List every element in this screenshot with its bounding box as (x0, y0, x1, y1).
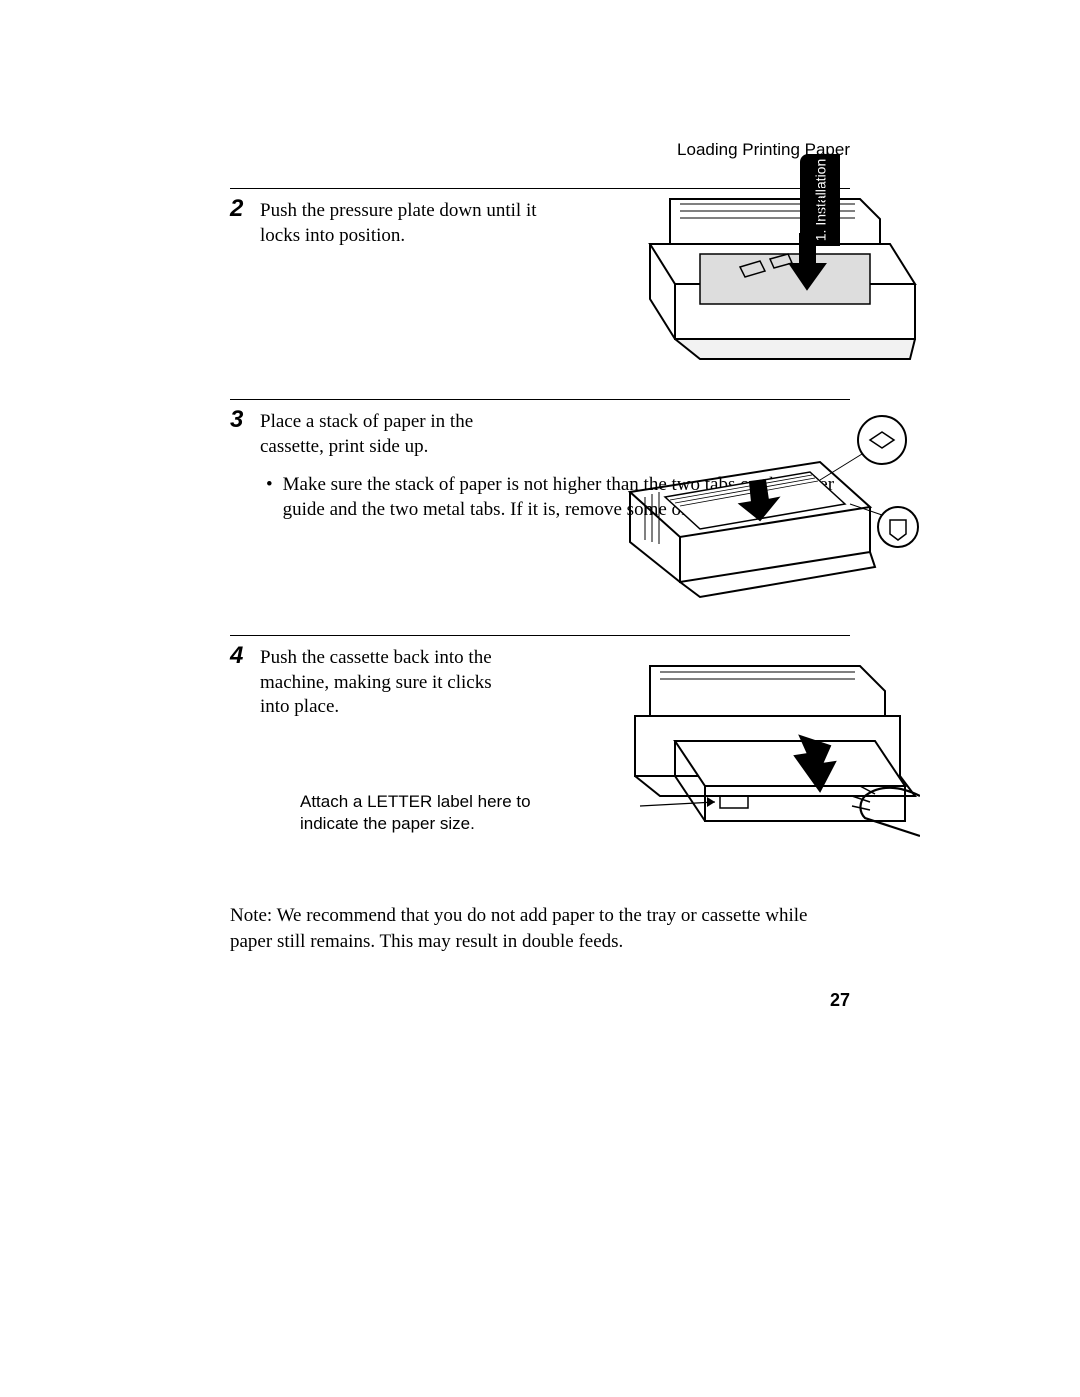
footer-note: Note: We recommend that you do not add p… (230, 903, 850, 954)
step-2-number: 2 (230, 195, 243, 223)
page-number: 27 (230, 990, 850, 1011)
page-header-title: Loading Printing Paper (230, 140, 850, 160)
step-2-figure (630, 189, 920, 384)
step-4-number: 4 (230, 642, 243, 670)
step-3-figure (620, 412, 920, 622)
step-4-text: Push the cassette back into the machine,… (260, 646, 520, 720)
step-2-text: Push the pressure plate down until it lo… (260, 199, 540, 248)
step-3-text: Place a stack of paper in the cassette, … (260, 410, 540, 459)
step-3-number: 3 (230, 406, 243, 434)
bullet-icon: • (266, 473, 273, 522)
step-4-callout: Attach a LETTER label here to indicate t… (300, 791, 560, 835)
step-4-figure (620, 646, 920, 856)
page-content: Loading Printing Paper 2 Push the pressu… (230, 140, 850, 1011)
